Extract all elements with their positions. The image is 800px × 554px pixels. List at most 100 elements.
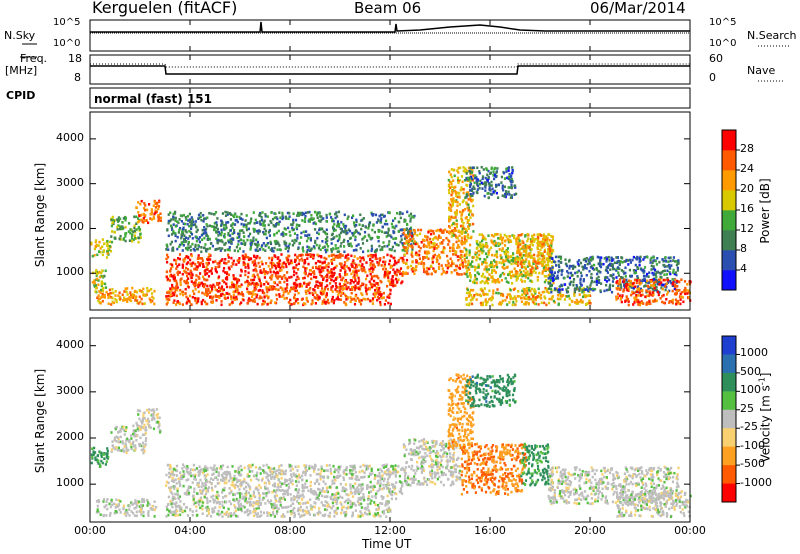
power-cell	[588, 290, 591, 294]
power-cell	[469, 178, 472, 182]
power-cell	[541, 252, 544, 255]
power-cell	[484, 244, 487, 248]
power-cell	[344, 273, 347, 277]
power-cell	[208, 291, 211, 294]
power-cell	[350, 297, 353, 301]
power-cell	[475, 242, 479, 245]
power-cell	[511, 166, 514, 169]
velocity-cell	[94, 456, 97, 459]
power-cell	[403, 237, 407, 240]
power-cell	[389, 264, 392, 268]
power-cell	[465, 216, 468, 219]
power-cell	[551, 238, 555, 241]
power-cell	[98, 290, 101, 293]
power-cell	[508, 293, 512, 296]
power-cell	[654, 278, 658, 282]
power-cell	[317, 254, 320, 258]
power-cell	[353, 288, 356, 292]
power-cell	[452, 262, 455, 266]
power-cell	[133, 215, 136, 219]
power-cell	[340, 294, 343, 297]
power-cell	[216, 241, 219, 244]
power-cell	[664, 256, 667, 259]
power-cell	[219, 287, 222, 290]
power-cell	[456, 176, 460, 180]
power-cell	[501, 194, 504, 197]
power-cell	[365, 287, 368, 290]
power-cell	[467, 225, 470, 228]
power-cell	[450, 223, 454, 227]
power-cell	[221, 240, 224, 244]
power-cell	[439, 236, 442, 239]
power-cell	[449, 246, 452, 250]
power-cell	[450, 181, 453, 184]
power-cell	[91, 254, 94, 258]
power-cell	[353, 262, 356, 265]
power-cell	[344, 229, 347, 232]
power-cell	[272, 250, 275, 253]
power-cell	[173, 276, 176, 279]
power-cell	[220, 231, 223, 234]
power-cell	[428, 229, 431, 232]
power-cell	[387, 227, 390, 231]
power-cell	[181, 263, 184, 267]
power-cell	[170, 293, 173, 297]
power-cell	[540, 260, 543, 264]
power-cell	[390, 283, 393, 287]
power-cell	[219, 262, 222, 265]
power-cell	[543, 274, 546, 278]
power-cell	[343, 267, 346, 270]
power-cell	[238, 259, 241, 262]
power-cell	[536, 279, 539, 282]
power-cell	[107, 244, 110, 248]
power-cell	[425, 255, 428, 259]
power-cell	[501, 247, 504, 250]
power-cell	[673, 287, 676, 291]
power-cell	[500, 261, 503, 265]
power-cell	[515, 239, 518, 243]
power-cell	[238, 235, 241, 239]
power-cell	[378, 257, 381, 261]
power-cell	[343, 238, 346, 242]
power-cell	[450, 193, 453, 197]
power-cell	[190, 232, 194, 236]
power-cell	[95, 269, 98, 272]
power-cell	[230, 265, 233, 268]
power-cell	[330, 248, 333, 251]
power-cell	[255, 285, 258, 288]
power-cell	[232, 296, 235, 299]
power-cell	[312, 245, 315, 248]
power-cell	[157, 218, 160, 221]
power-cell	[450, 175, 453, 179]
power-cell	[636, 265, 639, 269]
power-cell	[312, 275, 316, 279]
power-cell	[662, 259, 665, 263]
power-cell	[392, 219, 395, 222]
power-cell	[247, 271, 250, 275]
power-cell	[232, 238, 235, 241]
power-cell	[276, 283, 279, 287]
power-cell	[324, 266, 327, 269]
power-cell	[676, 289, 679, 293]
power-cell	[277, 242, 280, 245]
velocity-cell	[99, 451, 102, 455]
power-cell	[302, 249, 305, 253]
power-cell	[472, 288, 475, 292]
power-cell	[463, 235, 466, 238]
power-cell	[666, 281, 670, 284]
power-cell	[173, 212, 177, 215]
power-cell	[355, 265, 358, 269]
velocity-cell	[90, 461, 93, 465]
power-cell	[247, 264, 250, 267]
power-cell	[472, 256, 475, 259]
power-cell	[516, 251, 519, 254]
power-cell	[440, 229, 443, 233]
power-cell	[101, 269, 104, 272]
power-cell	[459, 210, 462, 214]
power-cell	[371, 275, 374, 278]
power-cell	[435, 243, 438, 246]
power-cell	[529, 270, 532, 274]
power-cell	[153, 302, 156, 306]
power-cell	[287, 226, 290, 230]
power-cell	[536, 246, 539, 249]
